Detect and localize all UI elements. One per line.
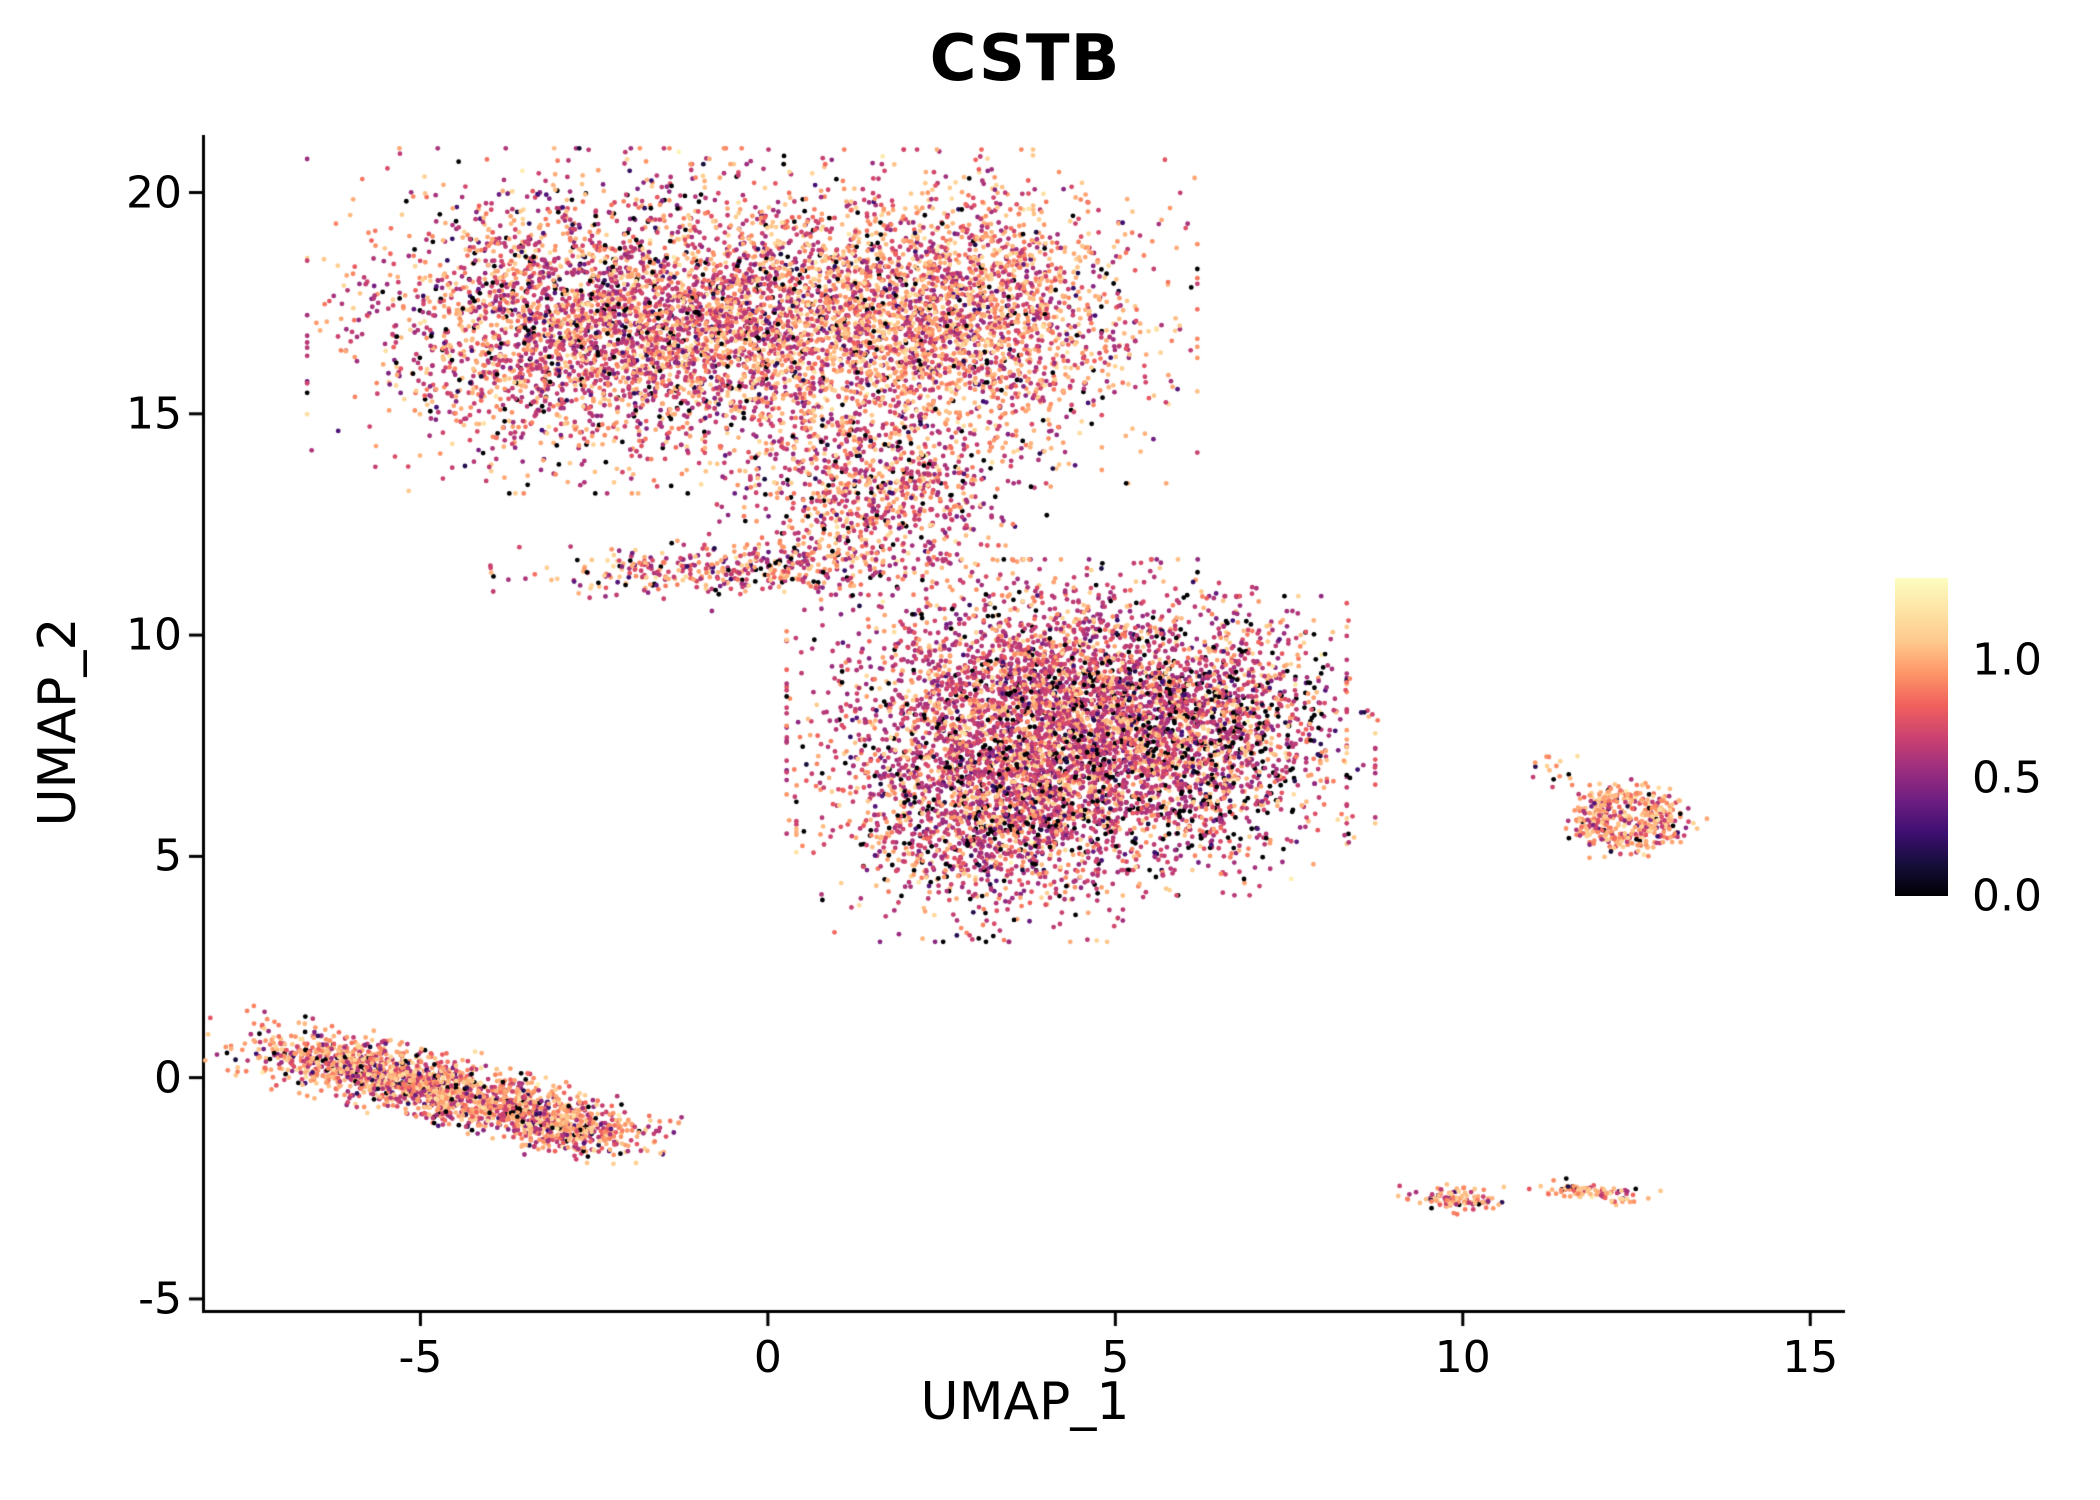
y-tick-label: 15 bbox=[126, 388, 182, 440]
colorbar-tick-label: 0.5 bbox=[1972, 752, 2042, 804]
y-tick-label: -5 bbox=[138, 1273, 182, 1325]
x-axis-label: UMAP_1 bbox=[920, 1372, 1130, 1432]
plot-title: CSTB bbox=[929, 22, 1121, 96]
x-tick-label: 0 bbox=[753, 1332, 782, 1383]
y-tick-label: 10 bbox=[126, 609, 182, 661]
x-tick-label: 5 bbox=[1101, 1332, 1130, 1383]
colorbar-tick-label: 0.0 bbox=[1972, 870, 2042, 922]
y-tick-label: 5 bbox=[154, 830, 182, 882]
y-tick-label: 20 bbox=[126, 167, 182, 219]
x-tick-label: -5 bbox=[398, 1332, 443, 1383]
x-tick-label: 10 bbox=[1434, 1332, 1491, 1383]
colorbar-tick-label: 1.0 bbox=[1972, 634, 2042, 686]
colorbar-gradient bbox=[1895, 578, 1948, 896]
x-tick-label: 15 bbox=[1782, 1332, 1839, 1383]
y-tick-label: 0 bbox=[154, 1052, 182, 1104]
